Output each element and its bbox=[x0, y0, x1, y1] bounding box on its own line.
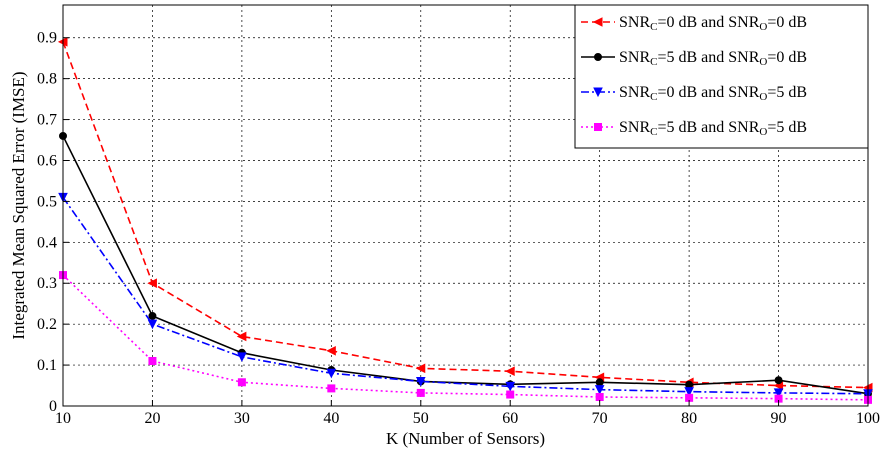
data-point bbox=[595, 378, 604, 387]
series-line bbox=[62, 274, 869, 401]
legend-subscript: C bbox=[650, 126, 657, 138]
legend-box bbox=[574, 4, 869, 149]
legend-label: SNRC=5 dB and SNRO=0 dB bbox=[619, 49, 807, 68]
data-point bbox=[326, 368, 337, 379]
legend-text-part: SNR bbox=[619, 14, 650, 31]
legend-text-part: =0 dB bbox=[767, 14, 807, 31]
y-tick-label: 0.7 bbox=[37, 112, 57, 129]
legend-item: SNRC=5 dB and SNRO=0 dB bbox=[581, 49, 807, 68]
x-tick-label: 30 bbox=[234, 410, 250, 427]
legend-subscript: O bbox=[759, 126, 767, 138]
y-tick-label: 0.2 bbox=[37, 316, 57, 333]
legend-marker bbox=[594, 123, 602, 131]
x-tick-label: 40 bbox=[323, 410, 339, 427]
data-point bbox=[237, 352, 247, 363]
legend-text-part: SNR bbox=[619, 84, 650, 101]
x-tick-label: 90 bbox=[771, 410, 787, 427]
legend-item: SNRC=0 dB and SNRO=5 dB bbox=[581, 84, 807, 103]
legend-text-part: =0 dB and SNR bbox=[657, 84, 759, 101]
x-tick-label: 10 bbox=[55, 410, 71, 427]
legend-text-part: =5 dB bbox=[767, 84, 807, 101]
legend-text-part: SNR bbox=[619, 49, 650, 66]
legend-subscript: O bbox=[759, 91, 767, 103]
data-point bbox=[147, 278, 157, 289]
data-point bbox=[773, 388, 784, 399]
y-tick-label: 0.6 bbox=[37, 152, 57, 169]
legend-marker bbox=[594, 53, 602, 61]
x-tick-label: 50 bbox=[413, 410, 429, 427]
x-tick-label: 60 bbox=[502, 410, 518, 427]
data-point bbox=[685, 380, 694, 389]
legend-label: SNRC=5 dB and SNRO=5 dB bbox=[619, 119, 807, 138]
legend-text-part: SNR bbox=[619, 119, 650, 136]
series-line bbox=[62, 41, 869, 389]
legend-text-part: =0 dB and SNR bbox=[657, 14, 759, 31]
legend-subscript: C bbox=[650, 21, 657, 33]
series-3 bbox=[58, 192, 873, 399]
x-tick-label: 80 bbox=[681, 410, 697, 427]
x-tick-label: 100 bbox=[856, 410, 880, 427]
series-2 bbox=[59, 131, 872, 398]
legend-marker bbox=[592, 17, 603, 27]
legend-subscript: O bbox=[759, 21, 767, 33]
legend-item: SNRC=0 dB and SNRO=0 dB bbox=[581, 14, 807, 33]
legend-subscript: C bbox=[650, 56, 657, 68]
data-point bbox=[327, 384, 336, 393]
legend-marker bbox=[593, 87, 603, 98]
data-point bbox=[326, 345, 336, 356]
data-point bbox=[594, 385, 605, 395]
series-line bbox=[62, 196, 869, 395]
legend-label: SNRC=0 dB and SNRO=5 dB bbox=[619, 84, 807, 103]
x-tick-label: 70 bbox=[592, 410, 608, 427]
plot-frame bbox=[62, 4, 869, 407]
data-point bbox=[148, 311, 157, 320]
legend-text-part: =0 dB bbox=[767, 49, 807, 66]
data-point bbox=[506, 390, 515, 399]
y-tick-label: 0.8 bbox=[37, 71, 57, 88]
y-tick-label: 0.3 bbox=[37, 275, 57, 292]
series-line bbox=[62, 135, 869, 395]
x-tick-label: 20 bbox=[144, 410, 160, 427]
data-point bbox=[505, 381, 516, 392]
legend-subscript: C bbox=[650, 91, 657, 103]
plot-series bbox=[57, 37, 873, 404]
data-point bbox=[236, 331, 247, 342]
y-tick-label: 0.9 bbox=[37, 30, 57, 47]
y-tick-label: 0.5 bbox=[37, 193, 57, 210]
data-point bbox=[684, 387, 694, 397]
y-tick-label: 0.1 bbox=[37, 357, 57, 374]
y-tick-label: 0.4 bbox=[37, 234, 57, 251]
data-point bbox=[415, 376, 426, 387]
data-point bbox=[147, 319, 158, 330]
axis-ticks: 10 20 30 40 50 60 70 80 90 100 0 0.1 0.2 0.3 0.4 0.5 0.6… bbox=[37, 30, 880, 427]
x-axis-label: K (Number of Sensors) bbox=[386, 429, 545, 448]
data-point bbox=[505, 366, 515, 377]
data-point bbox=[774, 376, 783, 385]
data-point bbox=[148, 356, 157, 365]
legend-text-part: =5 dB and SNR bbox=[657, 49, 759, 66]
data-point bbox=[415, 363, 426, 374]
data-point bbox=[416, 388, 425, 397]
legend-subscript: O bbox=[759, 56, 767, 68]
y-axis-label: Integrated Mean Squared Error (IMSE) bbox=[9, 71, 28, 339]
data-point bbox=[595, 392, 604, 401]
legend-text-part: =5 dB and SNR bbox=[657, 119, 759, 136]
y-tick-label: 0 bbox=[49, 398, 57, 415]
data-point bbox=[237, 378, 246, 387]
legend-item: SNRC=5 dB and SNRO=5 dB bbox=[581, 119, 807, 138]
legend-label: SNRC=0 dB and SNRO=0 dB bbox=[619, 14, 807, 33]
legend-text-part: =5 dB bbox=[767, 119, 807, 136]
